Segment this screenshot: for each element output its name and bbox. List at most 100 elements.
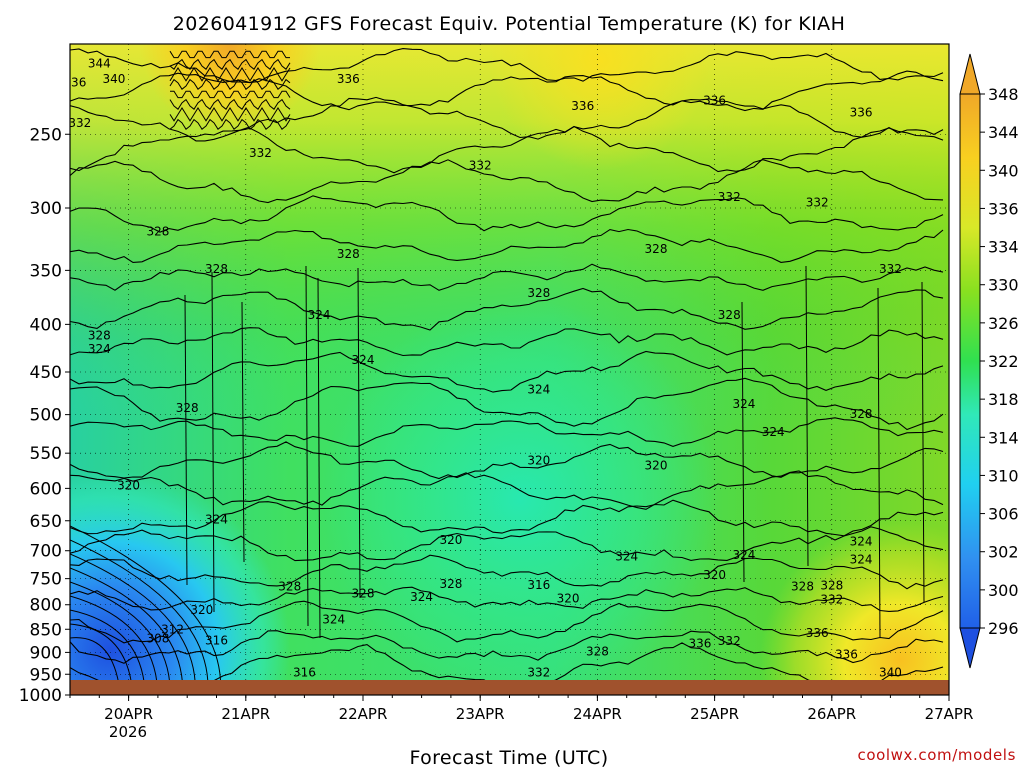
colorbar-label: 326	[988, 314, 1019, 333]
ground-surface	[70, 680, 949, 695]
contour-line	[184, 294, 188, 586]
y-tick-label: 250	[30, 125, 62, 145]
contour-label: 324	[322, 613, 345, 627]
y-tick-label: 450	[30, 363, 62, 383]
contour-line	[211, 271, 215, 613]
contour-label: 336	[571, 99, 594, 113]
contour-label: 324	[615, 549, 638, 563]
colorbar-label: 296	[988, 619, 1019, 638]
x-tick-label: 27APR	[925, 705, 974, 723]
contour-line	[70, 600, 944, 644]
contour-line	[70, 327, 944, 357]
colorbar-label: 302	[988, 543, 1019, 562]
contour-lines	[70, 48, 944, 692]
contour-line	[169, 98, 291, 110]
y-tick-label: 650	[30, 512, 62, 532]
y-tick-label: 1000	[19, 686, 62, 706]
colorbar-label: 336	[988, 199, 1019, 218]
contour-line	[70, 637, 121, 691]
colorbar-bottom-arrow	[959, 627, 981, 669]
contour-label: 328	[278, 580, 301, 594]
contour-line	[70, 228, 944, 263]
contour-label: 332	[820, 593, 843, 607]
contour-label: 328	[820, 579, 843, 593]
y-tick-label: 600	[30, 479, 62, 499]
contour-label: 328	[439, 577, 462, 591]
contour-label: 332	[718, 634, 741, 648]
contour-label: 336	[337, 72, 360, 86]
contour-line	[357, 267, 361, 599]
credit-text: coolwx.com/models	[858, 746, 1017, 764]
contour-label: 320	[439, 533, 462, 547]
contour-line	[70, 525, 222, 691]
contour-label: 328	[645, 242, 668, 256]
contour-label: 336	[850, 106, 873, 120]
contour-label: 324	[308, 308, 331, 322]
contour-line	[241, 301, 245, 563]
contour-line	[169, 78, 291, 90]
colorbar-label: 306	[988, 505, 1019, 524]
contour-label: 332	[469, 158, 492, 172]
y-tick-label: 900	[30, 643, 62, 663]
contour-line	[70, 470, 944, 510]
x-tick-label: 21APR	[221, 705, 270, 723]
contour-line	[70, 377, 944, 431]
colorbar-label: 348	[988, 85, 1019, 104]
contour-label: 336	[688, 636, 711, 650]
contour-line	[70, 417, 944, 447]
contour-line	[877, 287, 881, 639]
contour-label: 316	[527, 578, 550, 592]
contour-label: 328	[718, 308, 741, 322]
contour-label: 324	[352, 353, 375, 367]
contour-label: 328	[352, 586, 375, 600]
grid-lines	[70, 44, 949, 695]
contour-line	[70, 623, 133, 691]
contour-label: 312	[161, 622, 184, 636]
contour-line	[70, 526, 944, 562]
chart-title: 2026041912 GFS Forecast Equiv. Potential…	[173, 13, 846, 35]
contour-line	[70, 499, 944, 537]
pressure-axis: 250 300 350 400 450 500 550 600 650 700 750 800 850 9…	[19, 125, 70, 706]
contour-line	[741, 301, 745, 583]
colorbar-ticks: 296 300 302 306 310 314 318 322 326 330 334 336 340 3…	[980, 85, 1019, 638]
x-tick-label: 20APR	[104, 705, 153, 723]
contour-line	[70, 441, 944, 480]
contour-label: 320	[703, 568, 726, 582]
colorbar-label: 322	[988, 352, 1019, 371]
contour-label: 336	[806, 626, 829, 640]
y-tick-label: 550	[30, 444, 62, 464]
contour-label: 324	[205, 513, 228, 527]
contour-label: 344	[88, 57, 111, 71]
contour-line	[169, 58, 291, 70]
y-tick-label: 500	[30, 406, 62, 426]
colorbar-label: 344	[988, 123, 1019, 142]
colorbar-label: 334	[988, 238, 1019, 257]
x-tick-label: 25APR	[690, 705, 739, 723]
contour-line	[70, 554, 944, 590]
colorbar-label: 330	[988, 276, 1019, 295]
colorbar-top-arrow	[959, 53, 981, 95]
contour-label: 316	[205, 634, 228, 648]
colorbar-label: 314	[988, 428, 1019, 447]
contour-label: 320	[557, 592, 580, 606]
y-tick-label: 950	[30, 665, 62, 685]
contour-label: 324	[850, 534, 873, 548]
y-tick-label: 750	[30, 570, 62, 590]
x-tick-label: 24APR	[573, 705, 622, 723]
contour-label: 332	[879, 262, 902, 276]
contour-line	[170, 90, 291, 99]
contour-label: 336	[703, 94, 726, 108]
y-tick-label: 800	[30, 596, 62, 616]
contour-line	[305, 265, 309, 627]
contour-label: 324	[88, 342, 111, 356]
contour-line	[70, 70, 944, 112]
contour-label: 320	[527, 453, 550, 467]
contour-label: 320	[645, 458, 668, 472]
contour-line	[169, 67, 291, 82]
contour-label: 324	[527, 383, 550, 397]
contour-label: 340	[102, 72, 125, 86]
contour-label: 320	[117, 479, 140, 493]
time-axis: 20APR 21APR 22APR 23APR 24APR 25APR 26APR 27APR	[69, 695, 974, 723]
contour-line	[169, 107, 291, 122]
